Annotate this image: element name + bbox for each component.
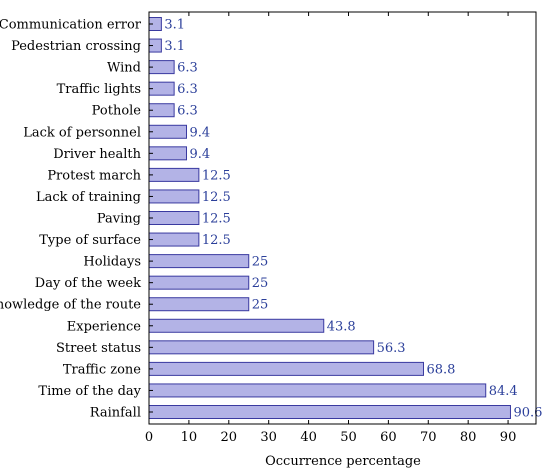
- bar: [148, 146, 188, 161]
- bar: [148, 189, 200, 204]
- bar: [148, 167, 200, 182]
- category-label: Protest march: [47, 168, 141, 183]
- bar: [148, 232, 200, 247]
- value-label: 12.5: [202, 168, 231, 183]
- category-label: Day of the week: [35, 276, 141, 291]
- x-axis-title: Occurrence percentage: [265, 454, 421, 469]
- value-label: 9.4: [190, 125, 211, 140]
- category-label: Holidays: [83, 255, 141, 270]
- category-label: Communication error: [0, 18, 142, 33]
- value-label: 12.5: [202, 212, 231, 227]
- bar: [148, 211, 200, 225]
- bar: [148, 275, 250, 290]
- category-label: Time of the day: [38, 384, 141, 399]
- bar: [148, 318, 325, 333]
- x-tick-label: 40: [300, 430, 317, 445]
- bar: [148, 340, 375, 355]
- value-label: 68.8: [426, 362, 455, 377]
- value-label: 12.5: [202, 190, 231, 205]
- category-label: Wind: [107, 61, 141, 76]
- value-label: 25: [252, 276, 269, 291]
- x-tick-label: 90: [500, 430, 517, 445]
- value-label: 84.4: [489, 384, 518, 399]
- bar: [148, 361, 424, 376]
- value-label: 90.6: [513, 406, 542, 421]
- axes-layer: 0 10 20 30 40 50 60 70 80 90: [145, 11, 537, 445]
- value-label: 25: [252, 298, 269, 313]
- category-label: Experience: [67, 319, 142, 334]
- bar: [148, 383, 487, 398]
- value-label: 43.8: [327, 319, 356, 334]
- x-tick-label: 30: [260, 430, 277, 445]
- value-label: 25: [252, 255, 269, 270]
- value-label: 3.1: [164, 18, 185, 33]
- x-tick-label: 20: [221, 430, 238, 445]
- x-tick-label: 80: [460, 430, 477, 445]
- category-label: Type of surface: [39, 233, 141, 248]
- category-labels-layer: Communication error Pedestrian crossing Wi…: [0, 18, 142, 421]
- category-label: Knowledge of the route: [0, 298, 141, 313]
- value-labels-layer: 3.1 3.1 6.3 6.3 6.3 9.4 9.4 12.5 12.5 12.5 12.5 25 2…: [164, 18, 542, 421]
- value-label: 6.3: [177, 61, 198, 76]
- category-label: Rainfall: [90, 406, 141, 421]
- x-tick-label: 0: [145, 430, 153, 445]
- value-label: 6.3: [177, 82, 198, 97]
- category-label: Lack of training: [36, 190, 141, 205]
- category-label: Lack of personnel: [23, 125, 141, 140]
- value-label: 56.3: [377, 341, 406, 356]
- category-label: Driver health: [53, 147, 141, 162]
- value-label: 6.3: [177, 104, 198, 119]
- x-tick-label: 70: [420, 430, 437, 445]
- value-label: 3.1: [164, 39, 185, 54]
- category-label: Traffic lights: [57, 82, 141, 97]
- bar: [148, 297, 250, 312]
- x-tick-label: 50: [340, 430, 357, 445]
- category-label: Traffic zone: [63, 362, 141, 377]
- value-label: 9.4: [190, 147, 211, 162]
- category-label: Pedestrian crossing: [11, 39, 141, 54]
- bar: [148, 405, 511, 419]
- value-label: 12.5: [202, 233, 231, 248]
- x-tick-label: 60: [380, 430, 397, 445]
- category-label: Paving: [97, 212, 141, 227]
- category-label: Pothole: [92, 104, 142, 119]
- bar: [148, 124, 188, 139]
- category-label: Street status: [56, 341, 141, 356]
- x-tick-label: 10: [181, 430, 198, 445]
- bar: [148, 254, 250, 269]
